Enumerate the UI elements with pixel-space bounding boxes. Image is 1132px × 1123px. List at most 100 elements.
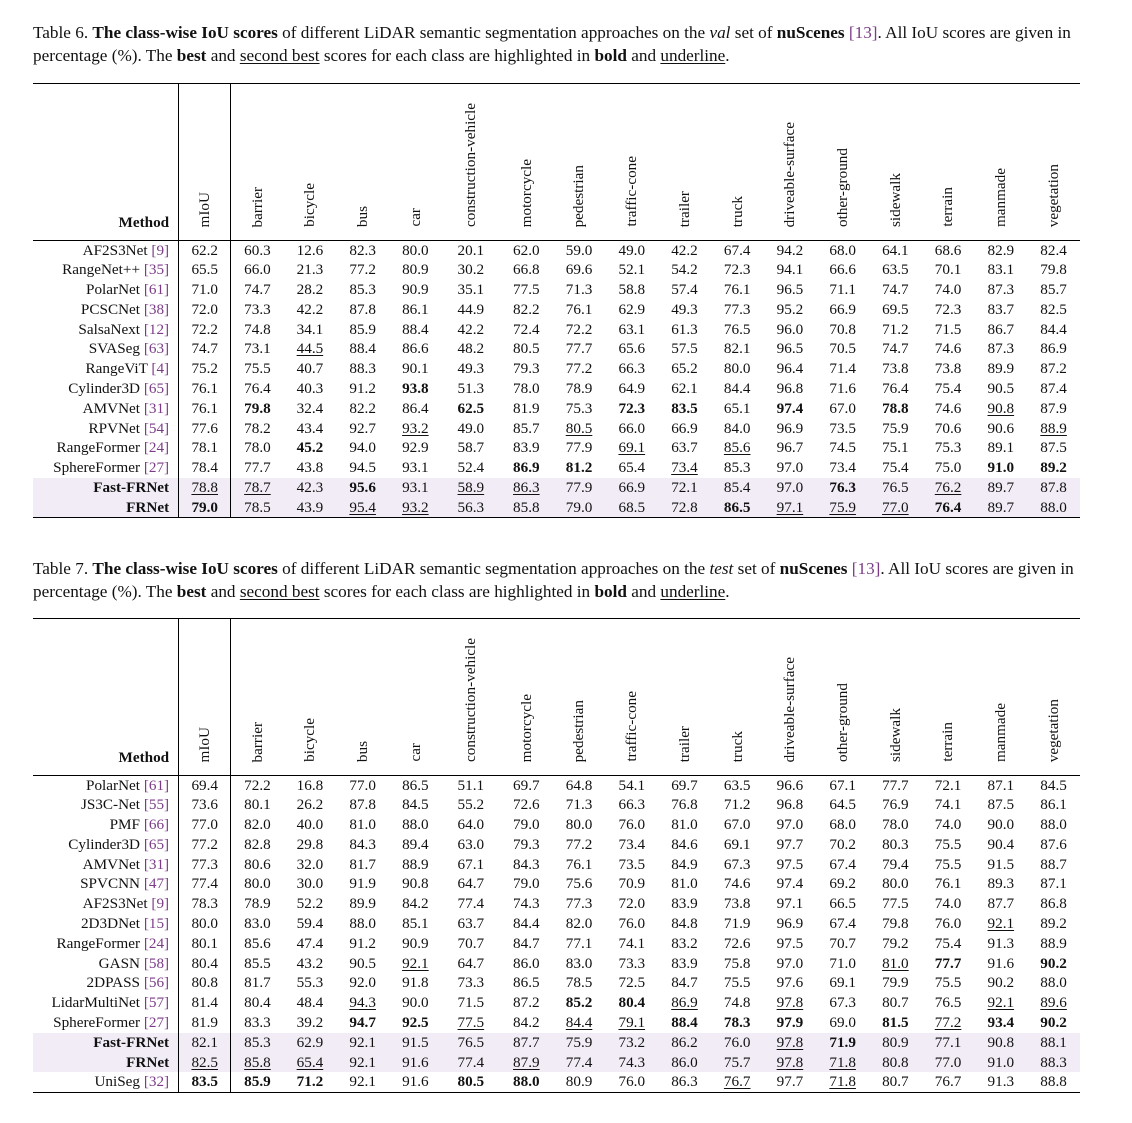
score-cell: 78.2 — [230, 418, 284, 439]
score-value: 62.5 — [457, 399, 485, 417]
citation-link[interactable]: [54] — [143, 419, 170, 437]
miou-cell: 76.1 — [178, 398, 231, 419]
score-cell: 42.2 — [284, 300, 337, 320]
citation-link[interactable]: [61] — [143, 280, 170, 298]
score-cell: 32.0 — [284, 855, 337, 875]
score-cell: 85.7 — [500, 419, 553, 439]
score-cell: 83.0 — [230, 914, 284, 934]
score-cell: 71.3 — [553, 795, 606, 815]
citation-link[interactable]: [38] — [143, 300, 170, 318]
column-header-label: driveable-surface — [781, 121, 799, 227]
citation-link[interactable]: [12] — [143, 320, 170, 338]
score-cell: 92.1 — [974, 914, 1027, 934]
score-cell: 97.0 — [764, 458, 817, 478]
citation-link[interactable]: [13] — [851, 559, 881, 578]
citation-link[interactable]: [4] — [151, 360, 170, 378]
score-cell: 90.8 — [389, 874, 442, 894]
miou-cell: 72.2 — [178, 319, 231, 340]
score-cell: 51.3 — [442, 379, 500, 399]
score-value: 88.4 — [671, 1013, 698, 1031]
score-value: 78.7 — [244, 478, 271, 496]
citation-link[interactable]: [9] — [151, 241, 170, 259]
score-value: 73.5 — [829, 419, 856, 437]
citation-link[interactable]: [47] — [143, 875, 170, 893]
citation-link[interactable]: [65] — [143, 379, 170, 397]
score-value: 91.8 — [402, 974, 429, 992]
citation-link[interactable]: [65] — [143, 835, 170, 853]
citation-link[interactable]: [9] — [151, 895, 170, 913]
score-cell: 56.3 — [441, 497, 500, 519]
method-cell: JS3C-Net [55] — [33, 795, 179, 815]
citation-link[interactable]: [32] — [143, 1073, 170, 1091]
score-value: 77.2 — [934, 1013, 962, 1031]
score-value: 85.4 — [723, 478, 751, 496]
score-cell: 44.5 — [284, 339, 337, 359]
score-cell: 90.9 — [389, 280, 442, 300]
citation-link[interactable]: [56] — [143, 974, 170, 992]
citation-link[interactable]: [24] — [143, 439, 170, 457]
score-value: 82.4 — [1040, 241, 1067, 259]
score-cell: 85.3 — [230, 1032, 284, 1053]
score-value: 88.4 — [402, 320, 429, 338]
score-cell: 69.2 — [816, 874, 869, 894]
score-value: 77.5 — [513, 280, 540, 298]
score-value: 78.5 — [565, 974, 593, 992]
citation-link[interactable]: [15] — [143, 914, 170, 932]
score-value: 65.4 — [296, 1053, 324, 1071]
citation-link[interactable]: [55] — [143, 796, 170, 814]
method-cell: RangeFormer [24] — [33, 934, 179, 954]
score-cell: 92.7 — [336, 419, 389, 439]
score-value: 65.1 — [723, 399, 751, 417]
score-value: 76.0 — [618, 914, 646, 932]
score-value: 97.7 — [776, 835, 804, 853]
citation-link[interactable]: [61] — [143, 776, 170, 794]
score-value: 89.2 — [1040, 914, 1067, 932]
column-header: traffic-cone — [605, 619, 658, 776]
score-value: 66.0 — [244, 261, 271, 279]
citation-link[interactable]: [66] — [143, 815, 170, 833]
score-value: 66.5 — [829, 895, 856, 913]
score-cell: 81.0 — [869, 954, 922, 974]
citation-link[interactable]: [63] — [143, 340, 170, 358]
score-cell: 88.0 — [389, 815, 442, 835]
citation-link[interactable]: [27] — [143, 1013, 170, 1031]
header-row: Method mIoU barrier bicycle bus car constructi… — [33, 83, 1080, 241]
score-cell: 60.3 — [230, 240, 284, 261]
score-value: 88.0 — [1040, 974, 1067, 992]
citation-link[interactable]: [13] — [848, 23, 878, 42]
score-cell: 86.7 — [974, 320, 1027, 340]
caption-text: set of — [734, 23, 773, 42]
caption-text: . — [725, 582, 730, 601]
miou-cell: 77.0 — [178, 815, 231, 835]
score-value: 75.3 — [934, 439, 962, 457]
score-value: 87.9 — [513, 1053, 540, 1071]
method-cell: Fast-FRNet — [33, 1032, 179, 1053]
column-header: bus — [336, 619, 389, 776]
citation-link[interactable]: [31] — [143, 855, 170, 873]
score-cell: 71.1 — [816, 280, 869, 300]
citation-link[interactable]: [57] — [143, 994, 170, 1012]
score-cell: 71.2 — [711, 795, 764, 815]
score-value: 84.3 — [349, 835, 376, 853]
score-cell: 95.6 — [336, 478, 389, 498]
citation-link[interactable]: [31] — [143, 399, 170, 417]
score-value: 63.5 — [723, 776, 751, 794]
method-cell: FRNet — [33, 497, 179, 519]
citation-link[interactable]: [24] — [143, 934, 170, 952]
citation-link[interactable]: [27] — [143, 459, 170, 477]
score-cell: 90.5 — [336, 954, 389, 974]
score-cell: 87.3 — [974, 339, 1027, 359]
score-cell: 92.1 — [336, 1052, 389, 1073]
score-value: 82.0 — [244, 815, 271, 833]
citation-link[interactable]: [58] — [143, 954, 170, 972]
score-value: 74.1 — [934, 796, 962, 814]
score-value: 73.4 — [618, 835, 646, 853]
score-cell: 80.8 — [869, 1052, 922, 1073]
score-value: 69.1 — [723, 835, 751, 853]
method-name: UniSeg — [94, 1073, 141, 1091]
citation-link[interactable]: [35] — [143, 261, 170, 279]
method-cell: LidarMultiNet [57] — [33, 993, 179, 1013]
score-value: 84.2 — [402, 895, 429, 913]
miou-cell: 81.4 — [178, 993, 231, 1014]
score-value: 77.9 — [565, 478, 593, 496]
